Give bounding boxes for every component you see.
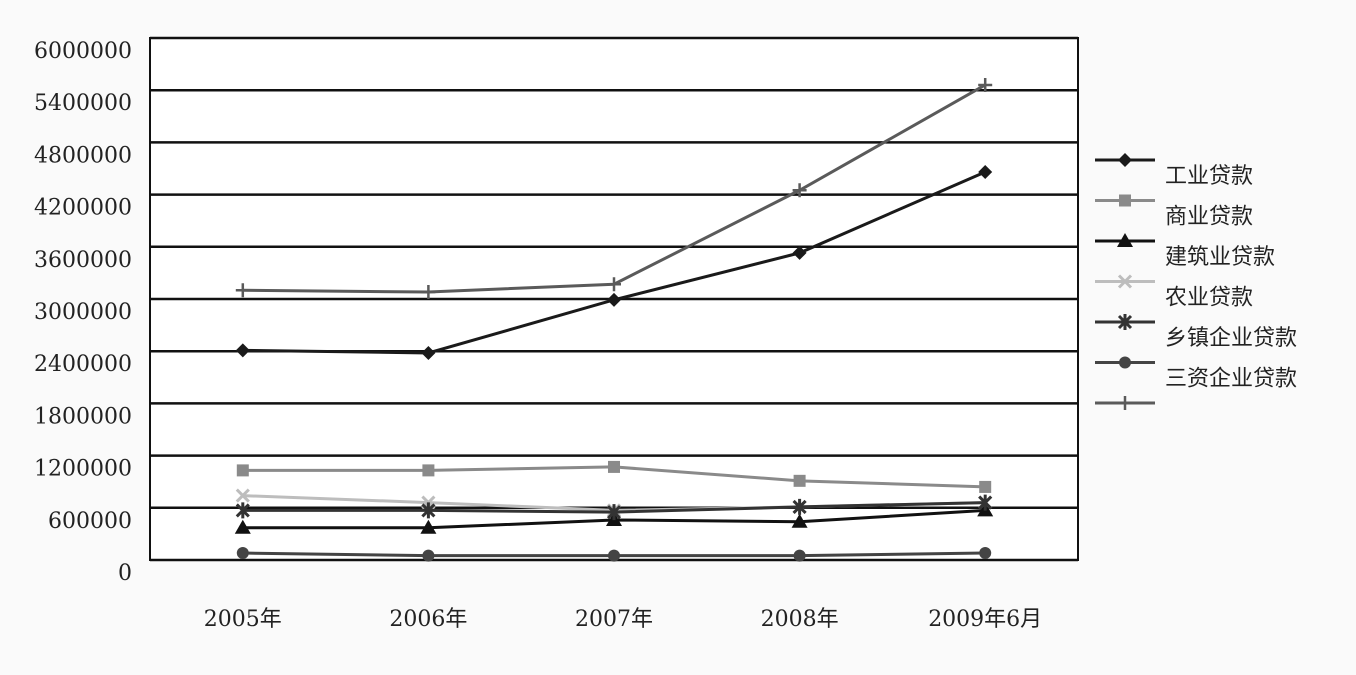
y-tick-label: 3600000	[34, 248, 132, 273]
y-tick-label: 1800000	[34, 404, 132, 429]
marker	[978, 77, 993, 92]
marker	[793, 549, 806, 562]
x-tick-label: 2009年6月	[928, 607, 1042, 632]
marker	[978, 494, 993, 511]
marker	[979, 480, 992, 493]
marker	[607, 277, 621, 292]
marker	[792, 245, 807, 260]
legend-label: 三资企业贷款	[1165, 367, 1297, 392]
y-tick-label: 4200000	[34, 196, 132, 221]
marker	[236, 547, 249, 560]
marker	[234, 519, 251, 534]
marker	[979, 547, 992, 560]
marker	[235, 343, 250, 358]
marker	[421, 285, 436, 300]
marker	[1119, 194, 1131, 207]
marker	[791, 513, 808, 528]
marker	[1119, 356, 1131, 369]
marker	[608, 549, 620, 562]
x-tick-label: 2005年	[204, 607, 282, 632]
marker	[421, 502, 436, 519]
marker	[235, 283, 250, 298]
legend-label: 商业贷款	[1165, 205, 1253, 230]
marker	[235, 488, 250, 503]
x-tick-label: 2007年	[575, 607, 653, 632]
marker	[793, 474, 806, 487]
x-tick-label: 2008年	[761, 607, 839, 632]
marker	[1117, 233, 1133, 247]
y-tick-label: 5400000	[34, 91, 132, 116]
marker	[978, 164, 993, 179]
y-tick-label: 3000000	[34, 300, 132, 325]
y-tick-label: 4800000	[34, 143, 132, 168]
marker	[1118, 396, 1132, 410]
marker	[1117, 274, 1133, 289]
marker	[236, 464, 249, 477]
y-tick-label: 6000000	[34, 39, 132, 64]
y-tick-label: 2400000	[34, 352, 132, 377]
legend-label: 工业贷款	[1165, 164, 1253, 189]
marker	[422, 464, 435, 477]
marker	[792, 183, 807, 198]
marker	[421, 345, 436, 360]
legend-label: 建筑业贷款	[1165, 245, 1275, 270]
legend-label: 乡镇企业贷款	[1165, 326, 1297, 351]
y-tick-label: 600000	[48, 509, 132, 534]
marker	[420, 519, 437, 534]
x-tick-label: 2006年	[389, 607, 467, 632]
legend-label: 农业贷款	[1165, 286, 1253, 311]
marker	[1117, 314, 1133, 330]
marker	[235, 502, 250, 519]
y-tick-label: 0	[118, 561, 132, 586]
marker	[607, 292, 621, 307]
marker	[606, 504, 622, 521]
marker	[792, 498, 807, 515]
y-tick-label: 1200000	[34, 457, 132, 482]
marker	[1118, 153, 1132, 167]
marker	[422, 549, 435, 562]
marker	[608, 460, 620, 473]
